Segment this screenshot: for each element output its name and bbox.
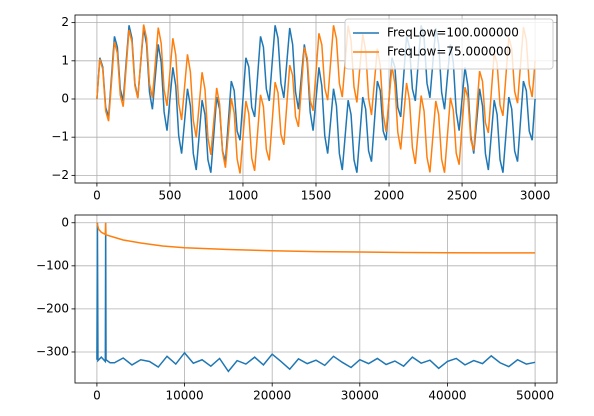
y-tick-label: 2 [61, 15, 69, 29]
legend-box [344, 18, 554, 70]
axes-frame [74, 14, 558, 184]
data-line [96, 25, 536, 173]
y-tick-label: 0 [61, 215, 69, 229]
data-line [96, 222, 536, 254]
x-tick-label: 0 [93, 389, 101, 403]
x-tick-label: 10000 [165, 389, 203, 403]
y-tick-label: 0 [61, 92, 69, 106]
y-tick-label: −200 [36, 301, 69, 315]
x-tick-label: 500 [158, 189, 181, 203]
x-tick-label: 2000 [374, 189, 405, 203]
x-tick-label: 0 [93, 189, 101, 203]
x-tick-label: 3000 [520, 189, 551, 203]
legend-label: FreqLow=75.000000 [387, 45, 511, 59]
x-tick-label: 1500 [301, 189, 332, 203]
y-tick-label: −2 [51, 168, 69, 182]
x-tick-label: 1000 [228, 189, 259, 203]
y-tick-label: 1 [61, 53, 69, 67]
x-tick-label: 2500 [447, 189, 478, 203]
axes-frame [74, 214, 558, 384]
x-tick-label: 30000 [341, 389, 379, 403]
data-line [96, 24, 536, 174]
y-tick-label: −300 [36, 344, 69, 358]
legend-label: FreqLow=100.000000 [387, 26, 519, 40]
x-tick-label: 40000 [428, 389, 466, 403]
data-line [96, 222, 536, 373]
x-tick-label: 50000 [516, 389, 554, 403]
x-tick-label: 20000 [253, 389, 291, 403]
y-tick-label: −100 [36, 258, 69, 272]
y-tick-label: −1 [51, 130, 69, 144]
